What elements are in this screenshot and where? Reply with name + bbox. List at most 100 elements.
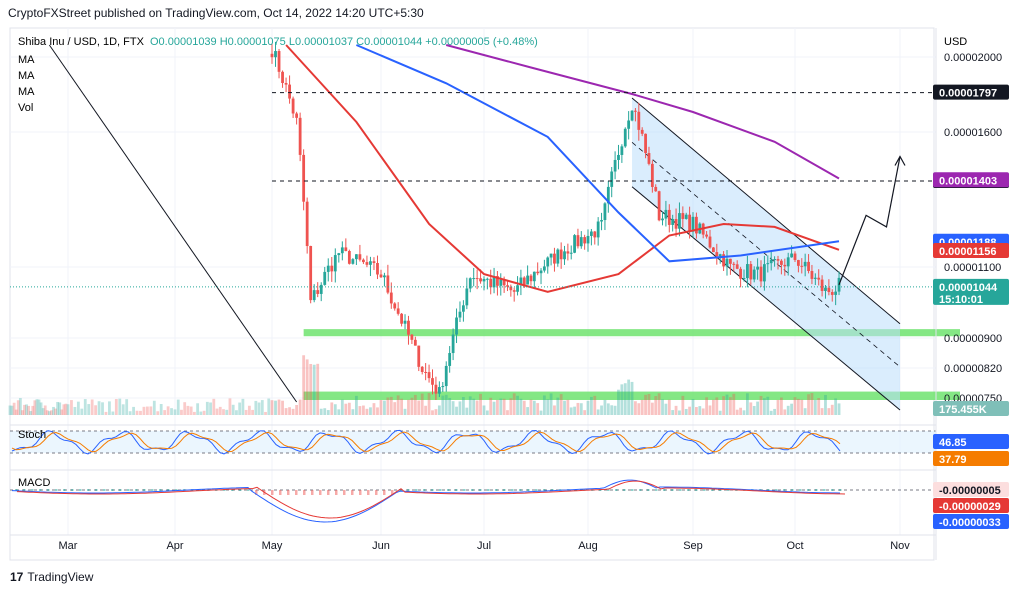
volume-bar — [492, 401, 496, 415]
macd-signal-line — [16, 480, 846, 519]
volume-bar — [54, 408, 57, 415]
candle-body — [379, 274, 383, 278]
volume-bar — [362, 405, 365, 415]
macd-histogram-bar — [495, 489, 498, 491]
macd-histogram-bar — [383, 490, 386, 495]
volume-bar — [786, 405, 790, 415]
volume-bar — [21, 410, 24, 415]
macd-histogram-bar — [535, 489, 538, 491]
candle-body — [573, 235, 576, 253]
macd-histogram-bar — [519, 489, 522, 491]
volume-bar — [837, 403, 841, 415]
time-tick-label: Apr — [166, 540, 183, 552]
legend-ma-3[interactable]: MA — [18, 86, 35, 98]
volume-bar — [623, 383, 627, 415]
volume-bar — [813, 399, 817, 415]
volume-bar — [413, 394, 417, 415]
footer-brand: TradingView — [27, 570, 94, 584]
volume-bar — [529, 399, 533, 415]
volume-bar — [718, 410, 722, 415]
macd-histogram-bar — [71, 489, 74, 491]
legend-ma-2[interactable]: MA — [18, 70, 35, 82]
volume-bar — [228, 398, 232, 415]
volume-bar — [603, 399, 607, 415]
volume-bar — [43, 405, 47, 415]
volume-bar — [152, 400, 156, 415]
volume-bar — [50, 410, 53, 415]
candle-body — [516, 285, 519, 292]
volume-bar — [824, 394, 827, 415]
volume-bar — [94, 405, 98, 415]
volume-bar — [556, 397, 560, 415]
candle-body — [759, 266, 763, 282]
stoch-k-value: 46.85 — [939, 437, 967, 449]
candle-body — [506, 285, 509, 287]
volume-bar — [47, 411, 51, 415]
candle-body — [351, 259, 355, 264]
volume-bar — [251, 409, 254, 415]
candle-body — [393, 303, 397, 309]
volume-bar — [613, 405, 617, 415]
volume-bar — [76, 401, 80, 415]
candle-body — [678, 213, 681, 229]
macd-value: -0.00000033 — [939, 517, 1001, 529]
volume-bar — [627, 379, 631, 415]
macd-histogram-bar — [295, 490, 298, 495]
volume-bar — [41, 408, 45, 415]
volume-bar — [427, 393, 431, 415]
volume-bar — [101, 402, 104, 415]
volume-bar — [309, 363, 313, 415]
candle-body — [647, 153, 651, 164]
candle-body — [519, 277, 523, 286]
macd-histogram-bar — [799, 489, 802, 491]
candle-body — [312, 290, 316, 301]
legend-vol[interactable]: Vol — [18, 102, 33, 114]
volume-bar — [712, 399, 715, 415]
candle-body — [291, 98, 295, 114]
legend-ma-1[interactable]: MA — [18, 54, 35, 66]
volume-bar — [468, 396, 472, 415]
volume-bar — [149, 406, 153, 415]
macd-histogram-bar — [615, 489, 618, 491]
macd-histogram-bar — [719, 489, 722, 491]
volume-bar — [773, 408, 776, 415]
level-label: 0.00001797 — [939, 88, 997, 100]
volume-bar — [420, 393, 424, 415]
price-tick-label: 0.00001600 — [944, 127, 1002, 139]
macd-signal-value: -0.00000029 — [939, 501, 1001, 513]
volume-bar — [790, 403, 793, 415]
candle-body — [479, 278, 482, 282]
volume-bar — [715, 397, 719, 415]
macd-histogram-bar — [479, 489, 482, 491]
macd-histogram-bar — [359, 490, 362, 495]
volume-bar — [295, 404, 299, 415]
macd-histogram-bar — [111, 489, 114, 491]
volume-bar — [448, 397, 452, 415]
volume-bar — [39, 402, 43, 415]
candle-body — [712, 247, 715, 253]
candle-body — [563, 251, 566, 260]
macd-histogram-bar — [791, 489, 794, 491]
candle-body — [688, 214, 692, 232]
macd-histogram-bar — [15, 489, 18, 491]
volume-bar — [319, 408, 323, 415]
macd-histogram-bar — [351, 490, 354, 495]
candle-body — [640, 129, 644, 134]
volume-bar — [640, 399, 644, 415]
candle-body — [475, 278, 479, 280]
candle-body — [790, 253, 793, 258]
currency-label: USD — [944, 36, 967, 48]
time-tick-label: Oct — [786, 540, 803, 552]
volume-bar — [667, 399, 671, 415]
candle-body — [742, 278, 746, 280]
macd-hist-value: -0.00000005 — [939, 485, 1001, 497]
candle-body — [695, 216, 698, 234]
footer[interactable]: 17 TradingView — [10, 570, 93, 584]
volume-bar — [18, 398, 22, 415]
volume-bar — [372, 403, 376, 415]
volume-bar — [462, 397, 465, 415]
volume-bar — [16, 400, 20, 415]
volume-bar — [566, 399, 570, 415]
candle-body — [617, 154, 620, 160]
